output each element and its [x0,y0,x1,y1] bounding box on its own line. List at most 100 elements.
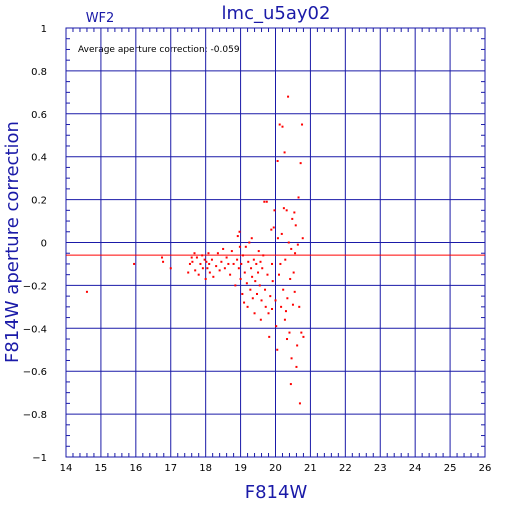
data-point [266,273,269,276]
data-point [255,262,258,265]
average-annotation: Average aperture correction: -0.059 [78,45,240,55]
y-tick-label: 0.6 [31,110,47,121]
data-point [276,159,279,162]
data-point [296,243,299,246]
data-point [280,305,283,308]
y-tick-label: −1 [32,453,47,464]
x-tick-label: 21 [304,463,317,474]
data-point [271,280,274,283]
data-point [292,271,295,274]
data-point [247,260,250,263]
data-point [276,237,279,240]
data-point [201,267,204,270]
data-point [277,273,280,276]
data-point [259,260,262,263]
y-tick-label: 1 [41,24,47,35]
data-point [244,245,247,248]
data-point [288,331,291,334]
data-point [220,260,223,263]
x-tick-label: 23 [374,463,387,474]
data-point [222,247,225,250]
data-point [284,310,287,313]
data-point [260,299,263,302]
data-point [302,335,305,338]
data-point [262,254,265,257]
data-point [251,275,254,278]
data-point [208,262,211,265]
data-point [133,262,136,265]
data-point [257,271,260,274]
x-tick-label: 15 [95,463,108,474]
data-point [218,269,221,272]
data-point [282,207,285,210]
data-point [190,256,193,259]
data-point [241,292,244,295]
data-point [261,267,264,270]
data-point [296,344,299,347]
data-point [194,269,197,272]
data-point [199,262,202,265]
data-point [230,250,233,253]
data-point [250,237,253,240]
data-point [187,271,190,274]
data-point [297,196,300,199]
x-tick-label: 18 [199,463,212,474]
data-point [280,232,283,235]
data-point [291,217,294,220]
data-point [245,282,248,285]
data-point [286,297,289,300]
data-point [293,290,296,293]
data-point [251,297,254,300]
data-point [161,256,164,259]
data-point [225,256,228,259]
y-tick-label: −0.8 [23,410,47,421]
data-point [299,162,302,165]
data-point [238,245,241,248]
y-tick-label: −0.4 [23,324,47,335]
data-point [253,312,256,315]
data-point [205,260,208,263]
data-point [249,288,252,291]
data-point [227,262,230,265]
data-point [254,280,257,283]
data-point [195,256,198,259]
x-tick-label: 20 [269,463,282,474]
data-point [290,357,293,360]
data-point [294,252,297,255]
y-tick-label: 0.2 [31,196,47,207]
data-point [270,228,273,231]
data-point [301,237,304,240]
data-point [243,271,246,274]
data-point [281,125,284,128]
data-point [286,338,289,341]
data-point [268,335,271,338]
data-point [289,383,292,386]
x-tick-label: 25 [444,463,457,474]
data-point [264,305,267,308]
data-point [269,295,272,298]
data-point [282,288,285,291]
data-point [274,299,277,302]
y-tick-label: −0.2 [23,281,47,292]
data-point [264,288,267,291]
data-point [208,271,211,274]
data-point [289,277,292,280]
data-point [207,252,210,255]
grid [65,27,486,458]
data-point [271,307,274,310]
data-point [197,273,200,276]
y-axis-ticks: 1 0.8 0.6 0.4 0.2 0 −0.2 −0.4 −0.6 −0.8 −1 [23,24,47,464]
data-point [291,303,294,306]
data-point [212,275,215,278]
data-point [246,305,249,308]
data-point [272,226,275,229]
data-point [267,312,270,315]
y-axis-title: F814W aperture correction [2,121,23,363]
y-tick-label: −0.6 [23,367,47,378]
data-point [237,267,240,270]
data-point [188,262,191,265]
data-point [300,331,303,334]
data-point [301,123,304,126]
data-point [287,95,290,98]
data-point [238,230,241,233]
